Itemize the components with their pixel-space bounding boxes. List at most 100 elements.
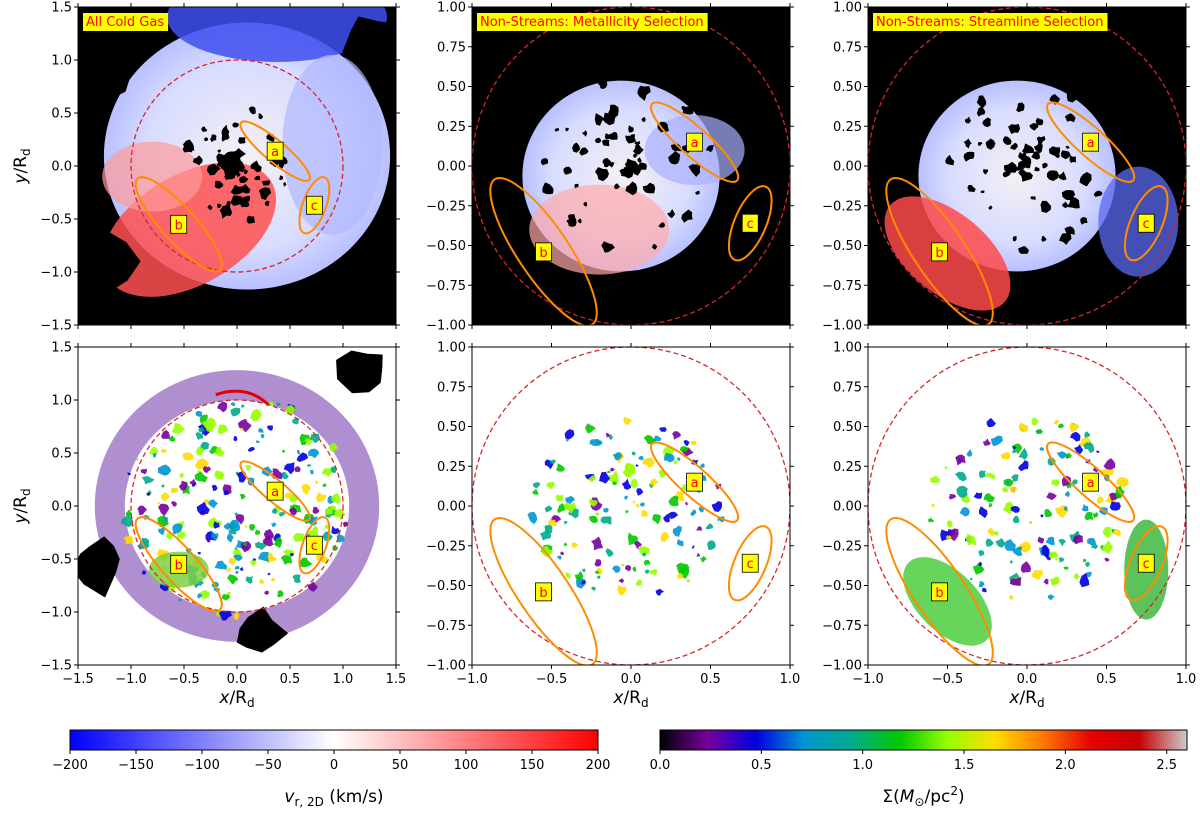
y-tick-label: 0.25	[437, 460, 466, 475]
density-filament	[237, 418, 252, 433]
density-filament	[301, 483, 312, 496]
density-filament	[985, 472, 996, 480]
masked-speck	[1059, 233, 1072, 245]
density-filament	[638, 455, 644, 461]
masked-speck	[1016, 102, 1025, 113]
panel-bottom-right: a b c −1.00 −0.75 −0.50 −0.25 0.00 0.25 0.50 0.75 1…	[822, 341, 1196, 711]
masked-speck	[976, 95, 987, 109]
masked-speck	[1031, 151, 1040, 160]
density-filament	[588, 498, 598, 507]
region-a-ellipse	[1045, 101, 1136, 183]
masked-speck	[232, 159, 245, 173]
density-filament	[966, 449, 973, 457]
density-filament	[226, 533, 234, 543]
masked-speck	[214, 180, 224, 189]
x-tick-label: 0.0	[621, 672, 642, 687]
y-tick-label: −0.25	[426, 539, 466, 554]
region-label-text: a	[1087, 136, 1095, 151]
region-b-ellipse	[489, 516, 598, 665]
density-filament	[210, 531, 219, 542]
density-filament	[315, 480, 319, 485]
density-filament	[228, 558, 236, 565]
y-tick-label: 0.00	[437, 160, 466, 175]
density-filament	[1096, 496, 1104, 504]
masked-speck	[1066, 88, 1077, 103]
density-filament	[226, 567, 231, 573]
density-filament	[983, 493, 995, 503]
y-tick-label: 1.0	[51, 394, 72, 409]
density-filament	[564, 520, 568, 525]
masked-speck	[1093, 190, 1103, 197]
masked-speck	[625, 181, 638, 196]
masked-region	[78, 229, 141, 296]
y-tick-label: 0.25	[833, 460, 862, 475]
masked-speck	[1021, 155, 1029, 162]
density-filament	[249, 408, 262, 422]
density-filament	[160, 491, 170, 502]
density-filament	[141, 570, 147, 575]
density-filament	[1072, 479, 1078, 485]
masked-speck	[572, 142, 580, 153]
density-filament	[607, 470, 611, 474]
density-filament	[663, 452, 675, 463]
density-filament	[566, 438, 570, 442]
region-label-text: c	[747, 557, 754, 572]
density-filament	[299, 557, 313, 568]
y-tick-label: 0.5	[51, 447, 72, 462]
region-c-label: c	[305, 195, 323, 215]
masked-speck	[965, 116, 971, 124]
panel-image: a b c All Cold Gas	[78, 7, 396, 325]
density-filament	[146, 492, 151, 496]
density-filament	[271, 508, 277, 515]
masked-speck	[583, 201, 588, 207]
masked-speck	[602, 158, 611, 168]
panel-title-box	[873, 13, 1108, 31]
region-b-label: b	[931, 582, 948, 602]
masked-speck	[637, 85, 651, 101]
y-tick-label: −0.50	[426, 239, 466, 254]
density-filament	[267, 572, 271, 576]
masked-speck	[261, 180, 271, 186]
density-filament	[195, 446, 204, 456]
density-filament	[235, 514, 244, 525]
region-a-ellipse	[649, 101, 740, 183]
masked-speck	[967, 185, 976, 193]
region-label-text: b	[539, 246, 547, 261]
density-filament	[152, 453, 157, 458]
density-filament	[182, 452, 194, 461]
density-filament	[565, 572, 571, 579]
region-a-ellipse	[1045, 441, 1136, 523]
density-filament	[264, 590, 269, 595]
density-filament	[663, 513, 671, 523]
density-filament	[241, 403, 245, 408]
density-filament	[270, 577, 275, 582]
density-filament	[297, 449, 301, 455]
density-filament	[252, 558, 257, 562]
density-filament	[677, 572, 684, 579]
density-filament	[281, 449, 286, 454]
density-filament	[163, 516, 168, 522]
density-filament	[170, 501, 177, 507]
masked-region	[78, 536, 120, 598]
density-filament	[123, 535, 133, 545]
masked-speck	[1030, 196, 1036, 201]
density-filament	[1009, 577, 1022, 586]
masked-speck	[637, 162, 644, 167]
density-filament	[652, 514, 661, 525]
masked-speck	[1069, 155, 1077, 163]
density-filament	[307, 464, 312, 468]
density-filament	[641, 552, 647, 557]
region-label-text: c	[1143, 557, 1150, 572]
panel-image: a b c Non-Streams: Metallicity Selection	[472, 7, 790, 325]
density-filament	[672, 525, 682, 537]
masked-speck	[1029, 123, 1039, 131]
density-filament	[234, 565, 240, 570]
masked-speck	[192, 155, 203, 166]
density-filament	[179, 473, 184, 478]
density-filament	[280, 555, 292, 565]
density-filament	[640, 510, 648, 517]
density-filament	[197, 593, 202, 599]
density-filament	[1096, 450, 1100, 453]
colorbar-tick-label: −50	[254, 758, 281, 773]
masked-region	[236, 606, 289, 653]
